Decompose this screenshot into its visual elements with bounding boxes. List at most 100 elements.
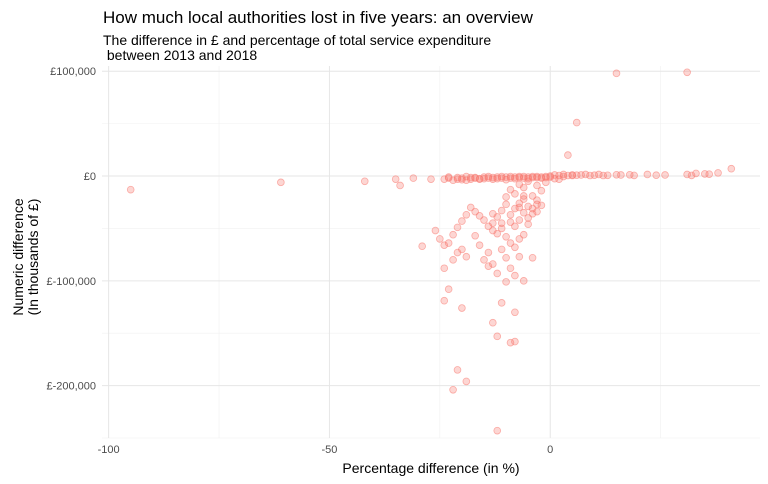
data-point <box>528 253 537 262</box>
data-point <box>705 170 714 178</box>
data-point <box>484 222 493 231</box>
data-point <box>480 174 488 183</box>
data-point <box>506 264 515 273</box>
data-point <box>630 171 638 180</box>
data-point <box>453 223 462 232</box>
data-point <box>396 181 404 190</box>
data-point <box>524 220 532 229</box>
data-point <box>519 208 528 217</box>
data-point <box>493 426 502 435</box>
x-tick-label: 0 <box>547 444 553 456</box>
data-point <box>559 170 568 179</box>
data-point <box>559 172 568 181</box>
data-point <box>418 242 426 251</box>
data-point <box>511 308 519 317</box>
data-point <box>449 385 457 394</box>
data-point <box>511 204 519 213</box>
data-point <box>440 296 449 305</box>
data-point <box>453 366 462 374</box>
data-point <box>511 190 519 198</box>
data-point <box>440 241 449 249</box>
data-point <box>484 262 493 270</box>
data-point <box>126 185 135 194</box>
data-point <box>484 172 493 181</box>
data-point <box>515 203 524 212</box>
data-point <box>444 285 453 294</box>
data-point <box>511 174 519 183</box>
y-axis-ticks: £100,000 £0 £-100,000 £-200,000 <box>46 66 96 392</box>
data-point <box>506 172 515 181</box>
data-point <box>502 200 510 209</box>
x-tick-label: -100 <box>98 444 120 456</box>
data-point <box>511 337 519 346</box>
data-point <box>277 178 285 187</box>
data-point <box>391 175 400 183</box>
data-point <box>714 169 722 177</box>
data-point <box>502 233 510 241</box>
data-point <box>440 264 449 273</box>
x-axis-ticks: -100 -50 0 <box>98 444 554 456</box>
data-point <box>480 256 488 264</box>
data-point <box>458 245 466 254</box>
data-point <box>444 173 453 181</box>
data-point <box>533 181 541 190</box>
y-axis-label: Numeric difference (In thousands of £) <box>10 198 41 316</box>
data-point <box>475 241 484 249</box>
data-point <box>497 299 506 307</box>
data-point <box>497 245 506 254</box>
data-point <box>533 196 541 204</box>
data-point <box>449 256 457 264</box>
data-point <box>484 248 493 257</box>
data-point <box>502 193 510 201</box>
data-point <box>528 172 537 181</box>
data-point <box>493 174 502 183</box>
data-point <box>444 239 453 247</box>
data-point <box>511 243 519 252</box>
data-point <box>519 183 528 192</box>
data-point <box>612 69 621 78</box>
data-point <box>440 175 449 183</box>
data-point <box>519 230 528 239</box>
data-point <box>537 186 546 195</box>
chart-title: How much local authorities lost in five … <box>103 8 533 27</box>
data-point <box>581 170 590 179</box>
data-point <box>511 271 519 280</box>
data-point <box>515 172 524 181</box>
data-point <box>519 192 528 200</box>
data-point <box>497 219 506 227</box>
data-point <box>466 203 475 212</box>
data-point <box>462 172 471 181</box>
data-point <box>590 171 599 179</box>
data-point <box>524 202 532 211</box>
data-points <box>126 68 736 435</box>
data-point <box>683 68 691 77</box>
data-point <box>661 171 669 179</box>
data-point <box>533 207 541 216</box>
data-point <box>542 178 550 187</box>
data-point <box>489 173 497 182</box>
data-point <box>564 151 572 159</box>
chart-subtitle: The difference in £ and percentage of to… <box>103 32 492 63</box>
data-point <box>427 175 435 183</box>
data-point <box>652 171 661 179</box>
data-point <box>489 209 497 218</box>
data-point <box>537 201 546 210</box>
data-point <box>599 171 608 180</box>
data-point <box>524 174 532 183</box>
data-point <box>360 177 369 186</box>
x-axis-label: Percentage difference (in %) <box>342 460 520 476</box>
data-point <box>497 224 506 233</box>
data-point <box>471 231 479 240</box>
data-point <box>506 218 515 226</box>
data-point <box>497 206 506 215</box>
x-tick-label: -50 <box>321 444 337 456</box>
data-point <box>687 171 696 180</box>
data-point <box>727 164 736 173</box>
data-point <box>533 200 541 209</box>
data-point <box>453 173 462 182</box>
data-point <box>572 118 581 127</box>
data-point <box>493 332 502 341</box>
data-point <box>568 171 577 180</box>
data-point <box>462 377 471 386</box>
